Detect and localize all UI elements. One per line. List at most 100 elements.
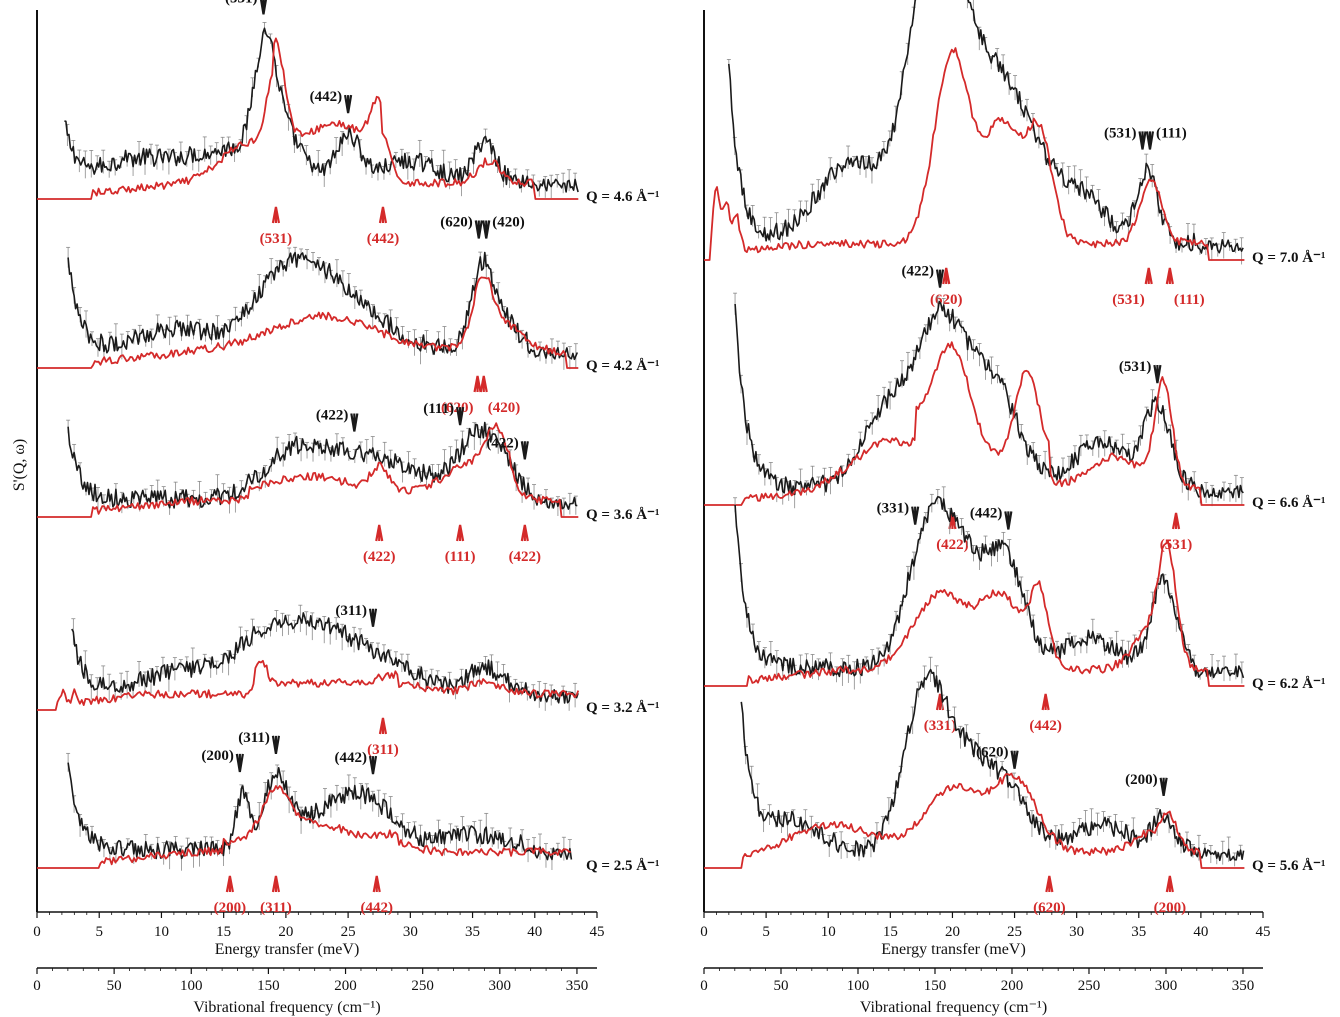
experimental-spectrum (734, 495, 1245, 679)
x-tick-label: 45 (590, 924, 605, 940)
peak-marker-red (1041, 693, 1050, 711)
spectrum-panel: Q = 7.0 Å⁻¹(620)(531)(111)(620)(531)(111… (704, 0, 1325, 308)
peak-marker-red (378, 206, 388, 224)
peak-marker-red (520, 524, 529, 542)
peak-marker-black (1159, 777, 1168, 796)
x-tick-label: 35 (465, 924, 480, 940)
calculated-spectrum (37, 659, 580, 711)
x-tick-label: 30 (1069, 924, 1084, 940)
x-tick-label: 25 (341, 924, 356, 940)
calculated-spectrum (704, 772, 1245, 869)
peak-marker-black (1004, 511, 1013, 530)
peak-label-black: (442) (310, 89, 343, 105)
secondary-x-tick-label: 250 (1078, 978, 1101, 994)
secondary-x-tick-label: 100 (847, 978, 870, 994)
experimental-spectrum (67, 421, 578, 510)
peak-label-black: (200) (1125, 772, 1158, 788)
calculated-spectrum (704, 341, 1245, 506)
y-axis-label: S'(Q, ω) (11, 439, 28, 492)
peak-label-black: (331) (877, 501, 910, 517)
peak-marker-red (225, 875, 234, 893)
peak-marker-black (1145, 131, 1155, 150)
peak-marker-black (474, 220, 483, 239)
x-tick-label: 10 (154, 924, 169, 940)
spectrum-panel: Q = 6.2 Å⁻¹ (331) (442) (331) (442) (704, 486, 1325, 734)
x-tick-label: 5 (762, 924, 770, 940)
peak-marker-black (350, 413, 359, 432)
secondary-x-tick-label: 0 (700, 978, 708, 994)
calculated-spectrum (37, 276, 579, 369)
secondary-x-tick-label: 150 (924, 978, 947, 994)
peak-marker-red (375, 524, 384, 542)
peak-marker-red (1045, 875, 1054, 893)
secondary-x-tick-label: 200 (334, 978, 357, 994)
calculated-spectrum (37, 37, 579, 200)
peak-marker-black (235, 753, 244, 773)
peak-label-black: (620) (976, 745, 1009, 761)
x-axis-title: Energy transfer (meV) (881, 941, 1026, 958)
x-tick-label: 5 (95, 924, 103, 940)
peak-label-black: (442) (335, 750, 368, 766)
q-value-label: Q = 4.6 Å⁻¹ (586, 189, 659, 205)
experimental-spectrum (64, 27, 579, 193)
peak-label-red: (442) (360, 900, 393, 916)
q-value-label: Q = 5.6 Å⁻¹ (1252, 858, 1325, 874)
peak-marker-black (911, 506, 920, 525)
secondary-x-tick-label: 150 (257, 978, 280, 994)
peak-marker-red (479, 375, 488, 393)
peak-marker-black (368, 608, 378, 627)
peak-marker-red (271, 875, 281, 893)
peak-marker-red (942, 267, 951, 285)
x-axis-title: Energy transfer (meV) (215, 941, 360, 958)
x-tick-label: 20 (945, 924, 960, 940)
secondary-x-tick-label: 350 (1232, 978, 1255, 994)
peak-label-red: (620) (1033, 900, 1066, 916)
experimental-spectrum (71, 612, 579, 704)
peak-label-black: (531) (1119, 359, 1152, 375)
peak-marker-black (456, 406, 465, 426)
peak-label-red: (620) (930, 292, 963, 308)
x-tick-label: 45 (1256, 924, 1271, 940)
peak-label-black: (442) (970, 505, 1003, 521)
x-tick-label: 10 (821, 924, 836, 940)
peak-marker-red (456, 524, 465, 542)
spectrum-panel: Q = 2.5 Å⁻¹(200)(311)(442)(200) (311) (442… (37, 730, 659, 916)
peak-marker-black (1010, 750, 1019, 769)
experimental-spectrum (67, 762, 573, 861)
peak-label-red: (311) (367, 742, 399, 758)
peak-marker-red (1165, 267, 1174, 285)
peak-marker-red (1165, 875, 1174, 893)
peak-label-black: (620) (440, 214, 473, 230)
spectrum-panel: Q = 4.6 Å⁻¹ (531) (442) (531) (442) (37, 0, 659, 247)
peak-marker-black (482, 220, 491, 239)
secondary-x-tick-label: 250 (411, 978, 434, 994)
secondary-x-axis-title: Vibrational frequency (cm⁻¹) (860, 999, 1047, 1016)
peak-label-black: (531) (225, 0, 258, 6)
calculated-spectrum (37, 785, 571, 869)
peak-label-red: (420) (488, 400, 521, 416)
peak-marker-red (473, 375, 482, 393)
x-tick-label: 25 (1007, 924, 1022, 940)
peak-label-red: (200) (214, 900, 247, 916)
secondary-x-tick-label: 350 (566, 978, 589, 994)
secondary-x-tick-label: 0 (33, 978, 41, 994)
peak-marker-black (259, 0, 267, 15)
calculated-spectrum (704, 47, 1245, 261)
peak-label-red: (531) (1112, 292, 1145, 308)
spectrum-panel: Q = 5.6 Å⁻¹ (620) (200) (620) (200) (704, 656, 1325, 916)
secondary-x-tick-label: 50 (107, 978, 122, 994)
peak-marker-red (1144, 267, 1153, 285)
peak-marker-black (271, 735, 281, 755)
peak-label-black: (422) (316, 407, 349, 423)
peak-label-red: (311) (260, 900, 292, 916)
calculated-spectrum (37, 422, 579, 518)
peak-marker-red (378, 717, 388, 735)
peak-label-black: (422) (486, 435, 519, 451)
secondary-x-tick-label: 200 (1001, 978, 1024, 994)
peak-marker-red (372, 875, 381, 893)
spectrum-panel: Q = 6.6 Å⁻¹ (422) (531) (422) (531) (704, 264, 1325, 553)
peak-label-red: (422) (363, 549, 396, 565)
peak-label-black: (422) (902, 264, 935, 280)
q-value-label: Q = 6.2 Å⁻¹ (1252, 676, 1325, 692)
